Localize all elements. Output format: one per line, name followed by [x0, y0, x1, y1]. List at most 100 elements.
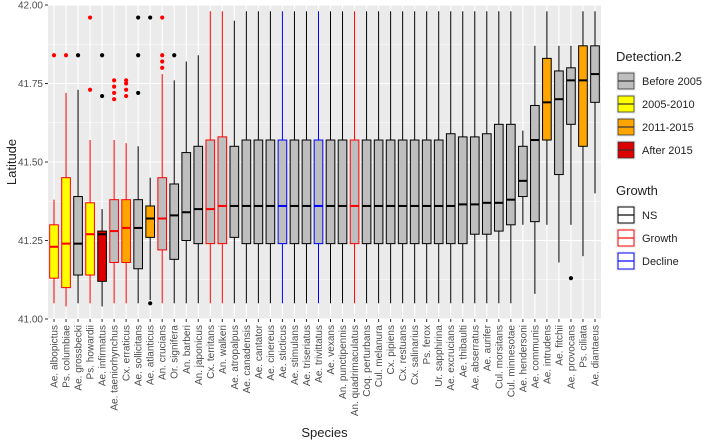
detection-legend-title: Detection.2	[616, 49, 682, 64]
box-iqr	[542, 57, 552, 141]
box-iqr	[337, 139, 348, 245]
x-tick-label: Cul. minnesotae	[506, 325, 517, 398]
box-cx-territans	[205, 11, 216, 304]
box-iqr	[289, 139, 300, 245]
box-ae-canadensis	[241, 11, 252, 304]
box-iqr	[554, 70, 564, 176]
legend-key-before	[616, 71, 636, 91]
x-tick-label: Ps. ferox	[422, 325, 433, 364]
box-iqr	[277, 139, 288, 245]
growth-legend-title: Growth	[616, 183, 658, 198]
x-tick-label: Cx. pipiens	[386, 325, 397, 374]
box-iqr	[457, 136, 468, 245]
outlier-point	[124, 93, 129, 99]
outlier-point	[160, 65, 165, 70]
box-cul-melanura	[373, 11, 384, 304]
x-tick-label: Ae. diantaeus	[590, 325, 601, 386]
x-tick-label: An. quadrimaculatus	[350, 325, 361, 416]
box-ae-provocans	[566, 45, 576, 281]
x-tick-label: Ur. sapphirina	[434, 325, 445, 387]
box-iqr	[361, 139, 372, 245]
box-iqr	[506, 123, 516, 226]
legend-label: 2011-2015	[642, 122, 694, 134]
legend-key-after	[616, 140, 636, 160]
legend-label: NS	[642, 210, 657, 222]
legend-key-decline	[616, 251, 636, 271]
box-an-walkeri	[217, 11, 228, 304]
box-ps-howardii	[85, 15, 95, 304]
x-tick-label: Ae. provocans	[566, 325, 577, 389]
box-ps-ferox	[421, 11, 432, 304]
detection-legend: Detection.2 Before 2005 2005-2010 2011-201…	[616, 49, 702, 160]
outlier-point	[75, 53, 81, 58]
x-tick-label: Ae. cinereus	[266, 325, 277, 381]
box-iqr	[421, 139, 432, 245]
box-ae-stimulans	[289, 11, 300, 304]
box-ae-cantator	[253, 11, 264, 304]
box-ps-ciliata	[578, 11, 588, 257]
x-tick-label: Ae. atropalpus	[230, 325, 241, 390]
box-iqr	[518, 145, 528, 198]
legend-label: 2005-2010	[642, 99, 695, 111]
box-ae-grossbecki	[73, 53, 83, 304]
box-an-japonicus	[193, 55, 204, 304]
outlier-point	[148, 301, 153, 306]
x-tick-label: Cx. territans	[206, 325, 217, 379]
x-tick-label: Cul. melanura	[374, 325, 385, 388]
x-tick-label: Ae. hendersoni	[518, 325, 529, 392]
x-tick-label: Ae. triseriatus	[302, 325, 313, 386]
box-iqr	[181, 152, 192, 241]
x-tick-label: Ae. stimulans	[290, 325, 301, 385]
box-an-quadrimaculatus	[349, 11, 360, 304]
outlier-point	[99, 53, 105, 58]
x-tick-label: Ae. taeniorhynchus	[110, 325, 121, 411]
box-cx-salinarius	[409, 11, 420, 304]
outlier-point	[51, 53, 57, 58]
box-ae-sollicitans	[133, 15, 143, 304]
x-tick-label: Ae. sticticus	[278, 325, 289, 378]
legend-key-d0510	[616, 94, 636, 114]
box-iqr	[97, 230, 107, 282]
outlier-point	[136, 90, 141, 96]
box-iqr	[157, 177, 168, 251]
x-tick-label: Ae. communis	[530, 325, 541, 388]
box-iqr	[85, 202, 95, 276]
box-iqr	[409, 139, 420, 245]
box-cx-pipiens	[385, 11, 396, 304]
box-ae-vexans	[325, 11, 336, 304]
outlier-point	[87, 87, 93, 92]
box-ae-diantaeus	[590, 11, 600, 194]
box-ps-columbiae	[61, 53, 71, 307]
box-iqr	[349, 139, 360, 245]
box-iqr	[133, 199, 143, 270]
box-cx-erraticus	[121, 78, 131, 304]
box-ae-thibaulti	[457, 11, 468, 304]
outlier-point	[172, 53, 177, 58]
box-iqr	[469, 136, 480, 235]
box-iqr	[566, 67, 576, 125]
box-iqr	[493, 123, 504, 232]
box-iqr	[301, 139, 312, 245]
x-tick-label: Or. signifera	[170, 325, 181, 379]
outlier-point	[87, 15, 93, 20]
y-tick-label: 41.25	[18, 236, 43, 247]
outlier-point	[112, 97, 117, 102]
box-iqr	[241, 139, 252, 245]
box-ae-taeniorhynchus	[109, 78, 119, 304]
y-tick-label: 42.00	[18, 1, 43, 12]
outlier-point	[136, 15, 141, 20]
box-iqr	[49, 224, 59, 279]
outlier-point	[160, 15, 165, 20]
outlier-point	[160, 59, 165, 64]
box-iqr	[481, 133, 492, 235]
outlier-point	[568, 276, 574, 281]
x-tick-label: Ae. infirmatus	[98, 325, 109, 386]
x-tick-label: Ps. howardii	[86, 325, 97, 379]
box-iqr	[385, 139, 396, 245]
box-cul-minnesotae	[506, 11, 516, 304]
box-iqr	[145, 205, 156, 238]
outlier-point	[124, 87, 129, 92]
x-tick-label: Cx. erraticus	[122, 325, 133, 381]
x-tick-label: Ae. thibaulti	[458, 325, 469, 377]
